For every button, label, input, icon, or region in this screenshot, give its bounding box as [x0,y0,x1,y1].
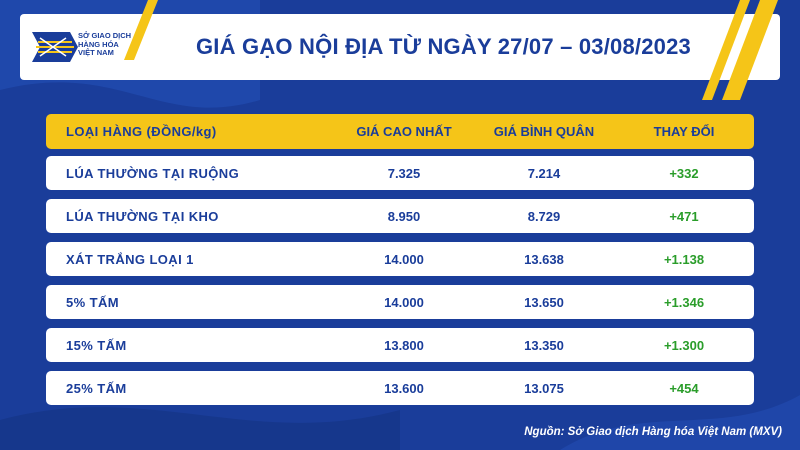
change-cell: +471 [669,208,699,224]
table-row: 15% TẤM 13.800 13.350 +1.300 [46,328,754,362]
logo-text-line: SỞ GIAO DỊCH [78,31,132,40]
product-name-cell: 5% TẤM [66,294,119,310]
avg-price-cell: 7.214 [527,165,561,181]
price-table: LOẠI HÀNG (ĐỒNG/kg) GIÁ CAO NHẤT GIÁ BÌN… [46,114,754,414]
source-caption: Nguồn: Sở Giao dịch Hàng hóa Việt Nam (M… [524,426,782,438]
max-price-cell: 7.325 [387,165,421,181]
table-row: 25% TẤM 13.600 13.075 +454 [46,371,754,405]
change-cell: +332 [669,165,699,181]
avg-price-cell: 13.638 [524,251,564,267]
table-row: LÚA THƯỜNG TẠI RUỘNG 7.325 7.214 +332 [46,156,754,190]
product-name-cell: LÚA THƯỜNG TẠI RUỘNG [66,165,240,181]
change-cell: +1.300 [663,337,705,353]
change-cell: +454 [669,380,699,396]
corner-decoration [702,0,778,100]
avg-price-cell: 13.350 [524,337,564,353]
logo-text-line: VIỆT NAM [78,48,114,57]
max-price-cell: 14.000 [384,294,424,310]
avg-price-cell: 8.729 [527,208,561,224]
change-cell: +1.138 [663,251,705,267]
max-price-cell: 8.950 [387,208,421,224]
product-name-cell: 15% TẤM [66,337,127,353]
logo-text: SỞ GIAO DỊCH HÀNG HÓA VIỆT NAM [78,31,158,58]
max-price-cell: 14.000 [384,251,424,267]
page-title: GIÁ GẠO NỘI ĐỊA TỪ NGÀY 27/07 – 03/08/20… [196,34,691,59]
table-header-row: LOẠI HÀNG (ĐỒNG/kg) GIÁ CAO NHẤT GIÁ BÌN… [46,114,754,149]
column-header: GIÁ CAO NHẤT [356,124,452,139]
max-price-cell: 13.800 [384,337,424,353]
product-name-cell: 25% TẤM [66,380,127,396]
product-name-cell: XÁT TRẮNG LOẠI 1 [66,251,194,267]
column-header: LOẠI HÀNG (ĐỒNG/kg) [66,124,217,139]
max-price-cell: 13.600 [384,380,424,396]
mxv-logo [32,32,78,62]
table-row: XÁT TRẮNG LOẠI 1 14.000 13.638 +1.138 [46,242,754,276]
product-name-cell: LÚA THƯỜNG TẠI KHO [66,208,219,224]
left-stripe-decoration [124,0,158,60]
logo-text-line: HÀNG HÓA [78,39,119,49]
change-cell: +1.346 [663,294,705,310]
column-header: THAY ĐỔI [653,124,715,139]
table-row: LÚA THƯỜNG TẠI KHO 8.950 8.729 +471 [46,199,754,233]
table-row: 5% TẤM 14.000 13.650 +1.346 [46,285,754,319]
avg-price-cell: 13.650 [524,294,564,310]
column-header: GIÁ BÌNH QUÂN [493,124,595,139]
avg-price-cell: 13.075 [524,380,564,396]
